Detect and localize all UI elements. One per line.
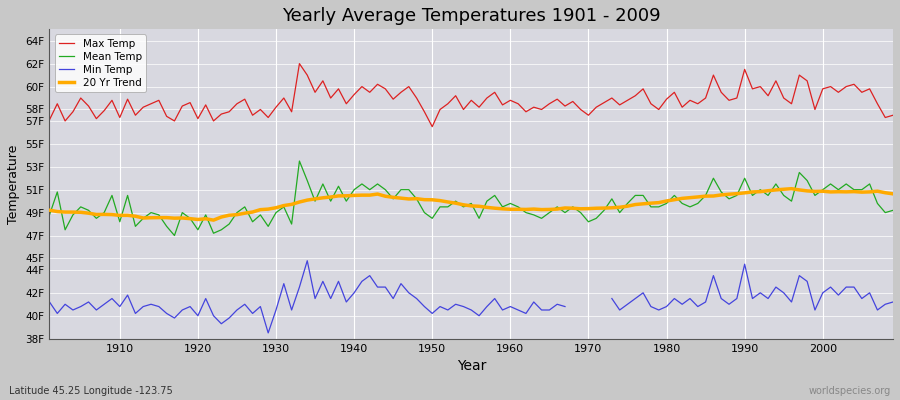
- Min Temp: [44, 300, 55, 304]
- Mean Temp: [294, 159, 305, 164]
- 20 Yr Trend: [106, 212, 117, 217]
- Max Temp: [427, 124, 437, 129]
- Mean Temp: [520, 210, 531, 215]
- Line: 20 Yr Trend: 20 Yr Trend: [50, 189, 893, 220]
- 20 Yr Trend: [887, 192, 898, 196]
- 20 Yr Trend: [786, 186, 796, 191]
- Max Temp: [278, 96, 289, 100]
- Mean Temp: [286, 222, 297, 226]
- Text: worldspecies.org: worldspecies.org: [809, 386, 891, 396]
- Mean Temp: [887, 208, 898, 213]
- 20 Yr Trend: [44, 208, 55, 213]
- 20 Yr Trend: [513, 207, 524, 212]
- Max Temp: [44, 117, 55, 122]
- Mean Temp: [106, 193, 117, 198]
- Min Temp: [528, 300, 539, 304]
- Max Temp: [106, 98, 117, 103]
- Mean Temp: [513, 204, 524, 209]
- Mean Temp: [44, 212, 55, 217]
- Mean Temp: [615, 210, 626, 215]
- Mean Temp: [341, 199, 352, 204]
- 20 Yr Trend: [505, 207, 516, 212]
- Title: Yearly Average Temperatures 1901 - 2009: Yearly Average Temperatures 1901 - 2009: [282, 7, 661, 25]
- Mean Temp: [169, 233, 180, 238]
- Line: Max Temp: Max Temp: [50, 64, 893, 127]
- Min Temp: [106, 296, 117, 301]
- Y-axis label: Temperature: Temperature: [7, 144, 20, 224]
- Text: Latitude 45.25 Longitude -123.75: Latitude 45.25 Longitude -123.75: [9, 386, 173, 396]
- Max Temp: [615, 102, 626, 107]
- Legend: Max Temp, Mean Temp, Min Temp, 20 Yr Trend: Max Temp, Mean Temp, Min Temp, 20 Yr Tre…: [55, 34, 146, 92]
- Min Temp: [263, 330, 274, 335]
- Min Temp: [302, 258, 312, 263]
- 20 Yr Trend: [607, 206, 617, 210]
- 20 Yr Trend: [286, 202, 297, 207]
- Line: Mean Temp: Mean Temp: [50, 161, 893, 236]
- 20 Yr Trend: [208, 218, 219, 222]
- Min Temp: [286, 308, 297, 312]
- Max Temp: [333, 86, 344, 91]
- X-axis label: Year: Year: [456, 359, 486, 373]
- Max Temp: [513, 101, 524, 106]
- Max Temp: [520, 109, 531, 114]
- Min Temp: [560, 304, 571, 309]
- Line: Min Temp: Min Temp: [50, 261, 565, 333]
- Min Temp: [255, 304, 266, 309]
- Min Temp: [83, 300, 94, 304]
- Min Temp: [450, 302, 461, 307]
- 20 Yr Trend: [333, 194, 344, 198]
- Max Temp: [887, 113, 898, 118]
- Max Temp: [294, 61, 305, 66]
